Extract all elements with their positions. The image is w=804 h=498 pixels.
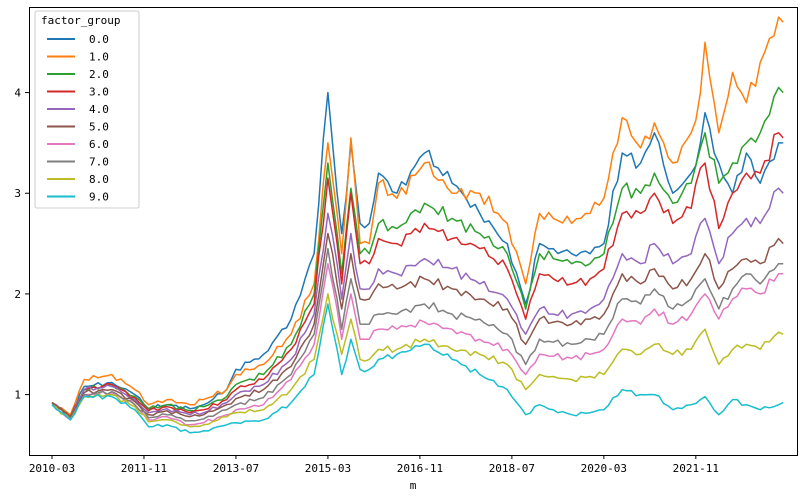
legend-label: 6.0 <box>89 138 109 151</box>
x-tick-label: 2015-03 <box>305 462 351 475</box>
legend-label: 1.0 <box>89 51 109 64</box>
legend-label: 0.0 <box>89 33 109 46</box>
legend-label: 8.0 <box>89 173 109 186</box>
legend-label: 5.0 <box>89 121 109 134</box>
series-line-6.0 <box>51 262 784 426</box>
y-tick-label: 1 <box>14 389 21 402</box>
series-line-7.0 <box>51 247 784 422</box>
legend-label: 3.0 <box>89 86 109 99</box>
legend-title: factor_group <box>41 14 120 27</box>
x-axis-title: m <box>410 479 417 492</box>
legend-box <box>34 10 140 209</box>
x-tick-label: 2013-07 <box>213 462 259 475</box>
y-tick-label: 2 <box>14 288 21 301</box>
plot-lines <box>51 16 784 434</box>
legend-label: 2.0 <box>89 68 109 81</box>
x-tick-label: 2021-11 <box>673 462 719 475</box>
series-line-0.0 <box>51 91 784 418</box>
legend: factor_group 0.0 1.0 2.0 3.0 4.0 5.0 6.0 7.0 8.0… <box>34 10 140 209</box>
series-line-4.0 <box>51 187 784 418</box>
legend-label: 7.0 <box>89 156 109 169</box>
legend-label: 9.0 <box>89 191 109 204</box>
x-tick-label: 2010-03 <box>29 462 75 475</box>
series-line-5.0 <box>51 232 784 418</box>
x-axis: 2010-03 2011-11 2013-07 2015-03 2016-11 2018-… <box>29 455 719 475</box>
x-tick-label: 2020-03 <box>581 462 627 475</box>
plot-frame <box>29 7 798 456</box>
series-line-1.0 <box>51 16 784 416</box>
x-tick-label: 2018-07 <box>489 462 535 475</box>
x-tick-label: 2011-11 <box>121 462 167 475</box>
series-line-3.0 <box>51 132 784 418</box>
legend-label: 4.0 <box>89 103 109 116</box>
y-tick-label: 4 <box>14 87 21 100</box>
series-line-8.0 <box>51 293 784 428</box>
y-axis: 1 2 3 4 <box>14 87 29 402</box>
series-line-2.0 <box>51 86 784 418</box>
x-tick-label: 2016-11 <box>397 462 443 475</box>
y-tick-label: 3 <box>14 187 21 200</box>
series-line-9.0 <box>51 303 784 434</box>
legend-items: 0.0 1.0 2.0 3.0 4.0 5.0 6.0 7.0 8.0 9.0 <box>47 33 109 204</box>
